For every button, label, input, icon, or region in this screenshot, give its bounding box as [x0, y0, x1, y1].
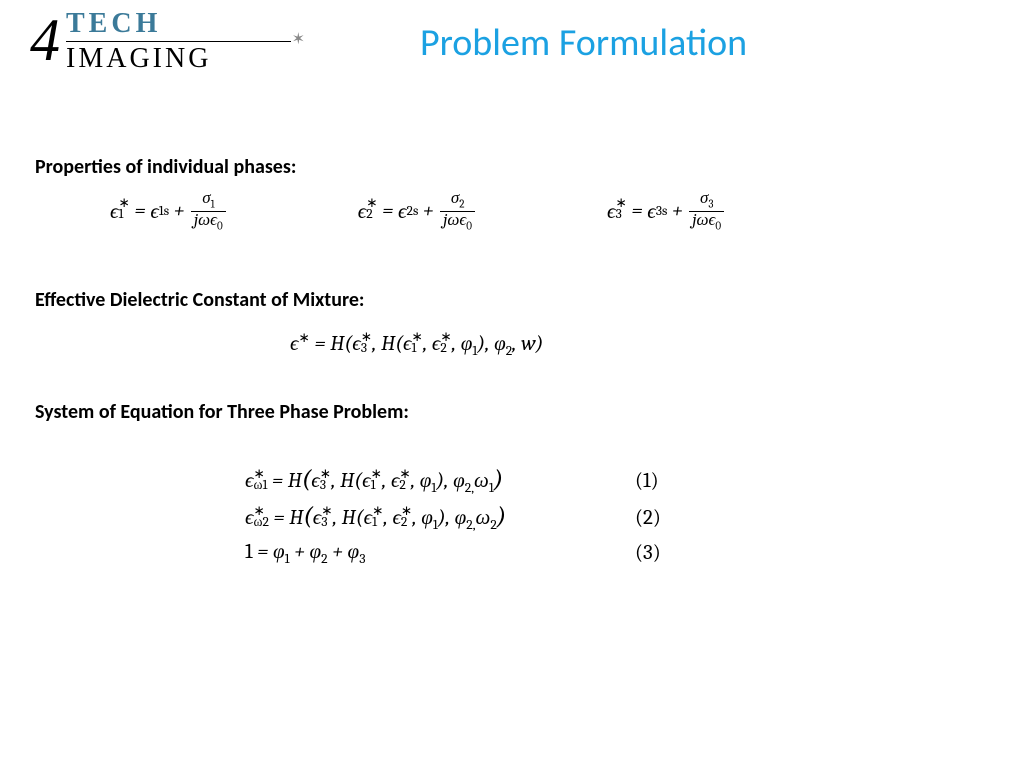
equation-mixture: ϵ∗ = H(ϵ∗3, H(ϵ∗1, ϵ∗2, φ1), φ2, w): [290, 330, 544, 359]
logo: 4 TECH IMAGING: [30, 10, 291, 73]
logo-divider: [66, 41, 291, 42]
section-heading-system: System of Equation for Three Phase Probl…: [35, 400, 409, 424]
system-eq-number-3: (3): [635, 541, 661, 565]
system-eq-number-1: (1): [635, 469, 659, 493]
page-title: Problem Formulation: [420, 20, 747, 66]
equation-phase-2: ϵ∗2 = ϵ2s + σ2jωϵ0: [358, 190, 477, 232]
logo-tech: TECH: [66, 10, 291, 38]
system-eq-number-2: (2): [635, 506, 661, 530]
equation-row-phases: ϵ∗1 = ϵ1s + σ1jωϵ0 ϵ∗2 = ϵ2s + σ2jωϵ0 ϵ∗…: [110, 190, 964, 232]
logo-right: TECH IMAGING: [66, 10, 291, 73]
section-heading-effective: Effective Dielectric Constant of Mixture…: [35, 288, 364, 312]
equation-phase-1: ϵ∗1 = ϵ1s + σ1jωϵ0: [110, 190, 228, 232]
section-heading-properties: Properties of individual phases:: [35, 155, 296, 179]
system-equation-2: ϵ∗ω2 = H(ϵ∗3, H(ϵ∗1, ϵ∗2, φ1), φ2,ω2) (2…: [245, 502, 661, 533]
system-equation-3: 1 = φ1 + φ2 + φ3 (3): [245, 539, 661, 567]
system-equation-1: ϵ∗ω1 = H(ϵ∗3, H(ϵ∗1, ϵ∗2, φ1), φ2,ω1) (1…: [245, 465, 661, 496]
equation-system: ϵ∗ω1 = H(ϵ∗3, H(ϵ∗1, ϵ∗2, φ1), φ2,ω1) (1…: [245, 465, 661, 574]
logo-four: 4: [30, 10, 60, 70]
logo-imaging: IMAGING: [66, 45, 291, 73]
equation-phase-3: ϵ∗3 = ϵ3s + σ3jωϵ0: [607, 190, 726, 232]
